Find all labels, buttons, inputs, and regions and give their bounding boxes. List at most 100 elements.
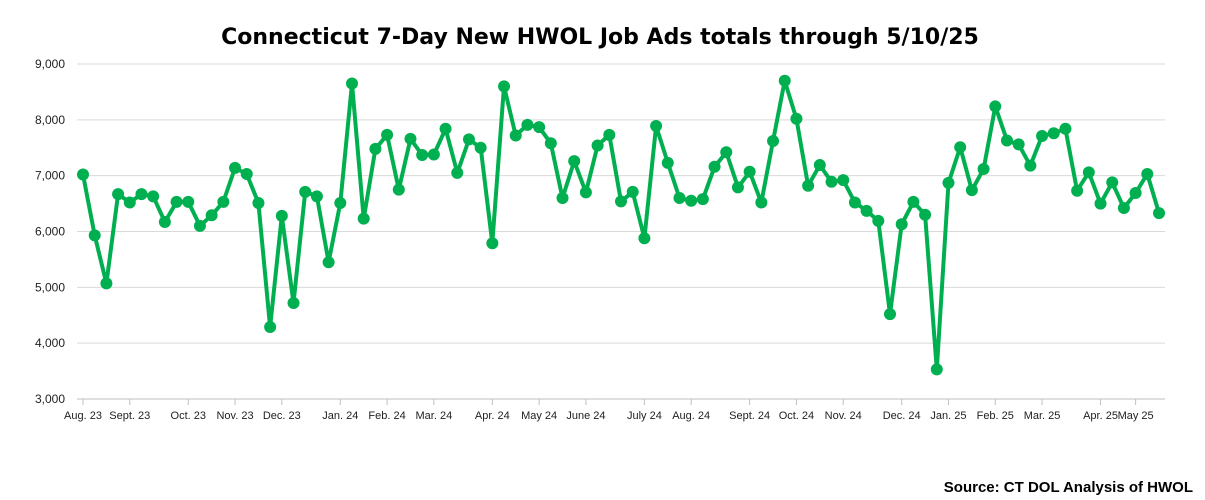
x-tick-label: July 24 (627, 410, 662, 422)
data-point (755, 196, 768, 209)
data-point (1071, 184, 1084, 197)
y-tick-label: 4,000 (35, 336, 65, 350)
data-point (767, 135, 780, 148)
data-point (88, 229, 101, 242)
data-point (135, 188, 148, 201)
data-point (1024, 159, 1037, 172)
data-point (1000, 134, 1013, 147)
data-point (170, 195, 183, 208)
data-point (427, 148, 440, 161)
data-point (860, 204, 873, 217)
data-point (322, 256, 335, 269)
data-point (369, 142, 382, 155)
data-point (252, 197, 265, 210)
x-tick-label: Apr. 24 (475, 410, 510, 422)
x-tick-label: Oct. 23 (171, 410, 206, 422)
y-tick-label: 8,000 (35, 113, 65, 127)
data-point (544, 137, 557, 150)
data-point (498, 80, 511, 93)
x-tick-label: Nov. 23 (216, 410, 253, 422)
series-job-ads (77, 74, 1165, 376)
data-point (556, 192, 569, 204)
x-tick-label: Mar. 24 (416, 410, 453, 422)
data-point (229, 161, 242, 174)
data-point (708, 160, 721, 173)
data-point (404, 132, 417, 145)
x-tick-label: Jan. 25 (930, 410, 966, 422)
data-point (1153, 207, 1165, 220)
y-axis: 3,000 4,000 5,000 6,000 7,000 8,000 9,000 (35, 57, 65, 406)
data-point (650, 119, 663, 132)
data-point (1059, 122, 1072, 135)
data-point (451, 166, 464, 179)
data-point (299, 185, 312, 198)
data-point (977, 162, 990, 175)
data-point (1106, 176, 1119, 189)
data-point (486, 237, 499, 250)
data-point (731, 181, 744, 194)
x-tick-label: Oct. 24 (779, 410, 814, 422)
x-tick-label: Mar. 25 (1024, 410, 1061, 422)
data-point (346, 77, 358, 90)
data-point (217, 195, 230, 208)
data-point (825, 175, 838, 188)
data-point (205, 209, 218, 222)
data-point (112, 188, 125, 201)
x-axis: Aug. 23 Sept. 23 Oct. 23 Nov. 23 Dec. 23 Jan.… (64, 398, 1165, 422)
x-tick-label: May 24 (521, 410, 557, 422)
y-tick-label: 9,000 (35, 57, 65, 71)
data-point (533, 121, 546, 134)
gridlines (77, 63, 1165, 344)
data-point (521, 118, 534, 131)
data-point (1082, 166, 1095, 179)
data-point (1094, 197, 1107, 210)
y-tick-label: 3,000 (35, 392, 65, 406)
data-point (778, 74, 791, 87)
data-point (381, 128, 394, 141)
x-tick-label: Jan. 24 (322, 410, 358, 422)
x-tick-label: Sept. 24 (729, 410, 770, 422)
data-point (416, 149, 429, 162)
data-point (919, 208, 932, 221)
source-note: Source: CT DOL Analysis of HWOL (943, 479, 1193, 496)
series-line (81, 78, 1161, 372)
data-point (1047, 127, 1060, 140)
data-point (182, 195, 195, 208)
data-point (895, 218, 908, 231)
data-point (930, 363, 943, 376)
data-point (1012, 138, 1025, 151)
x-tick-label: June 24 (566, 410, 605, 422)
data-point (989, 100, 1002, 113)
data-point (942, 176, 955, 189)
data-point (462, 133, 475, 146)
data-point (392, 183, 405, 196)
data-point (509, 129, 522, 142)
x-tick-label: May 25 (1118, 410, 1154, 422)
data-point (579, 186, 592, 199)
x-tick-label: Apr. 25 (1083, 410, 1118, 422)
data-point (123, 196, 136, 209)
y-tick-label: 6,000 (35, 225, 65, 239)
data-point (1141, 167, 1154, 180)
data-point (813, 159, 826, 172)
data-point (100, 277, 113, 290)
data-point (848, 196, 861, 209)
data-point (720, 146, 733, 159)
data-point (685, 194, 698, 207)
data-point (240, 167, 253, 180)
data-point (310, 190, 323, 203)
data-point (287, 296, 300, 309)
data-point (264, 320, 277, 333)
y-tick-label: 5,000 (35, 280, 65, 294)
data-point (1129, 186, 1142, 199)
data-point (872, 214, 885, 227)
data-point (603, 128, 616, 141)
data-point (439, 122, 452, 135)
data-point (638, 232, 651, 245)
data-point (147, 190, 160, 203)
x-tick-label: Dec. 23 (263, 410, 301, 422)
data-point (626, 185, 639, 198)
data-point (357, 212, 370, 225)
data-point (334, 197, 347, 210)
data-point (591, 139, 604, 152)
